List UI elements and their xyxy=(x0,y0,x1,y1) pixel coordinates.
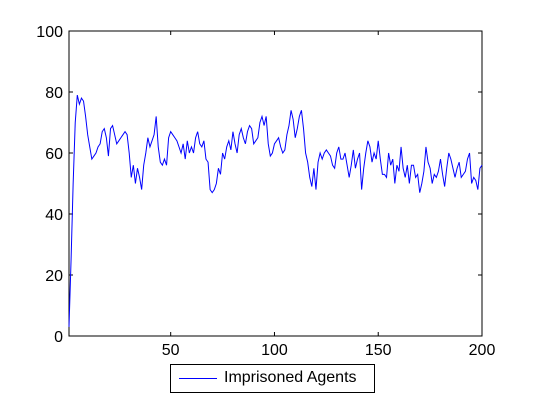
y-tick-label: 80 xyxy=(45,85,63,102)
legend-line-swatch xyxy=(179,378,217,379)
legend-label: Imprisoned Agents xyxy=(224,369,357,386)
y-tick-label: 100 xyxy=(36,24,63,41)
y-tick-label: 60 xyxy=(45,146,63,163)
legend: Imprisoned Agents xyxy=(170,364,375,393)
x-tick-label: 150 xyxy=(365,342,392,359)
plot-area xyxy=(68,30,483,337)
y-tick-label: 40 xyxy=(45,207,63,224)
x-tick-label: 100 xyxy=(261,342,288,359)
y-tick-label: 20 xyxy=(45,268,63,285)
tick-labels: 50 100 150 200 0 20 40 60 80 100 xyxy=(36,24,495,359)
x-tick-label: 200 xyxy=(469,342,496,359)
y-tick-label: 0 xyxy=(54,329,63,346)
series-line-imprisoned-agents xyxy=(68,94,483,327)
x-tick-label: 50 xyxy=(162,342,180,359)
